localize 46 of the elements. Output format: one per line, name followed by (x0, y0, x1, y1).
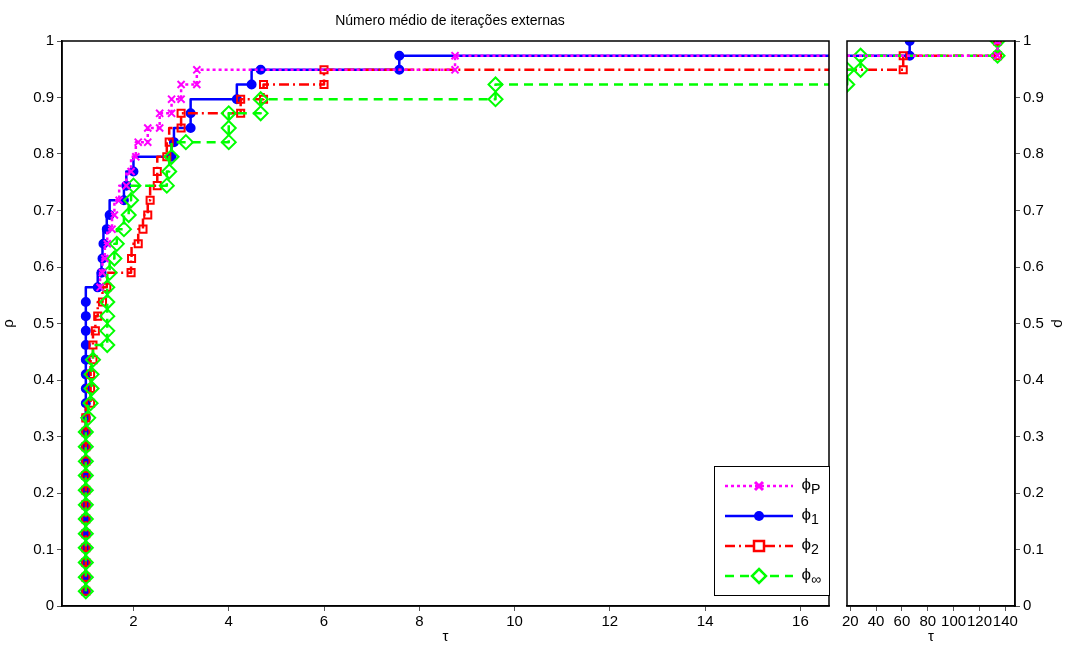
y-tick-label: 0.9 (1023, 87, 1044, 105)
legend-label: ϕ$_{2}$ (801, 534, 819, 558)
y-tick-label: 0.6 (1023, 257, 1044, 275)
x-tick-label: 12 (601, 612, 619, 630)
x-tick-label: 14 (696, 612, 714, 630)
x-tick-label: 120 (966, 612, 992, 630)
legend-label: ϕ$_{∞}$ (801, 564, 821, 588)
y-tick-label: 0.2 (33, 483, 54, 501)
y-axis-title: ρ (0, 319, 17, 328)
y-tick-label: 0.3 (33, 426, 54, 444)
y-tick-label: 0.1 (1023, 539, 1044, 557)
y-tick-label: 0.6 (33, 257, 54, 275)
y-tick-label: 0.5 (33, 313, 54, 331)
x-tick-label: 40 (867, 612, 885, 630)
x-tick-label: 8 (415, 612, 424, 630)
y-tick-label: 0.7 (1023, 200, 1044, 218)
x-tick-label: 100 (941, 612, 967, 630)
y-tick-label: 0 (45, 596, 54, 614)
legend-label: ϕ$_{P}$ (801, 474, 821, 498)
x-tick-label: 20 (841, 612, 859, 630)
y-tick-label: 1 (45, 31, 54, 49)
y-tick-label: 1 (1023, 31, 1032, 49)
y-tick-label: 0.8 (1023, 144, 1044, 162)
x-axis-title: τ (928, 627, 935, 645)
x-tick-label: 60 (893, 612, 911, 630)
legend-label: ϕ$_{1}$ (801, 504, 819, 528)
y-tick-label: 0.7 (33, 200, 54, 218)
y-tick-label: 0.4 (1023, 370, 1044, 388)
y-tick-label: 0.5 (1023, 313, 1044, 331)
x-tick-label: 80 (919, 612, 937, 630)
x-tick-label: 140 (992, 612, 1018, 630)
y-tick-label: 0.4 (33, 370, 54, 388)
x-axis-title: τ (442, 627, 449, 645)
y-tick-label: 0.1 (33, 539, 54, 557)
y-tick-label: 0.3 (1023, 426, 1044, 444)
y-axis-title: ρ (1050, 319, 1067, 328)
y-tick-label: 0.8 (33, 144, 54, 162)
x-tick-label: 16 (792, 612, 809, 630)
y-tick-label: 0.2 (1023, 483, 1044, 501)
y-tick-label: 0.9 (33, 87, 54, 105)
x-tick-label: 4 (224, 612, 233, 630)
x-tick-label: 2 (129, 612, 138, 630)
y-tick-label: 0 (1023, 596, 1032, 614)
x-tick-label: 6 (319, 612, 329, 630)
chart-title: Número médio de iterações externas (334, 12, 566, 28)
x-tick-label: 10 (506, 612, 523, 630)
